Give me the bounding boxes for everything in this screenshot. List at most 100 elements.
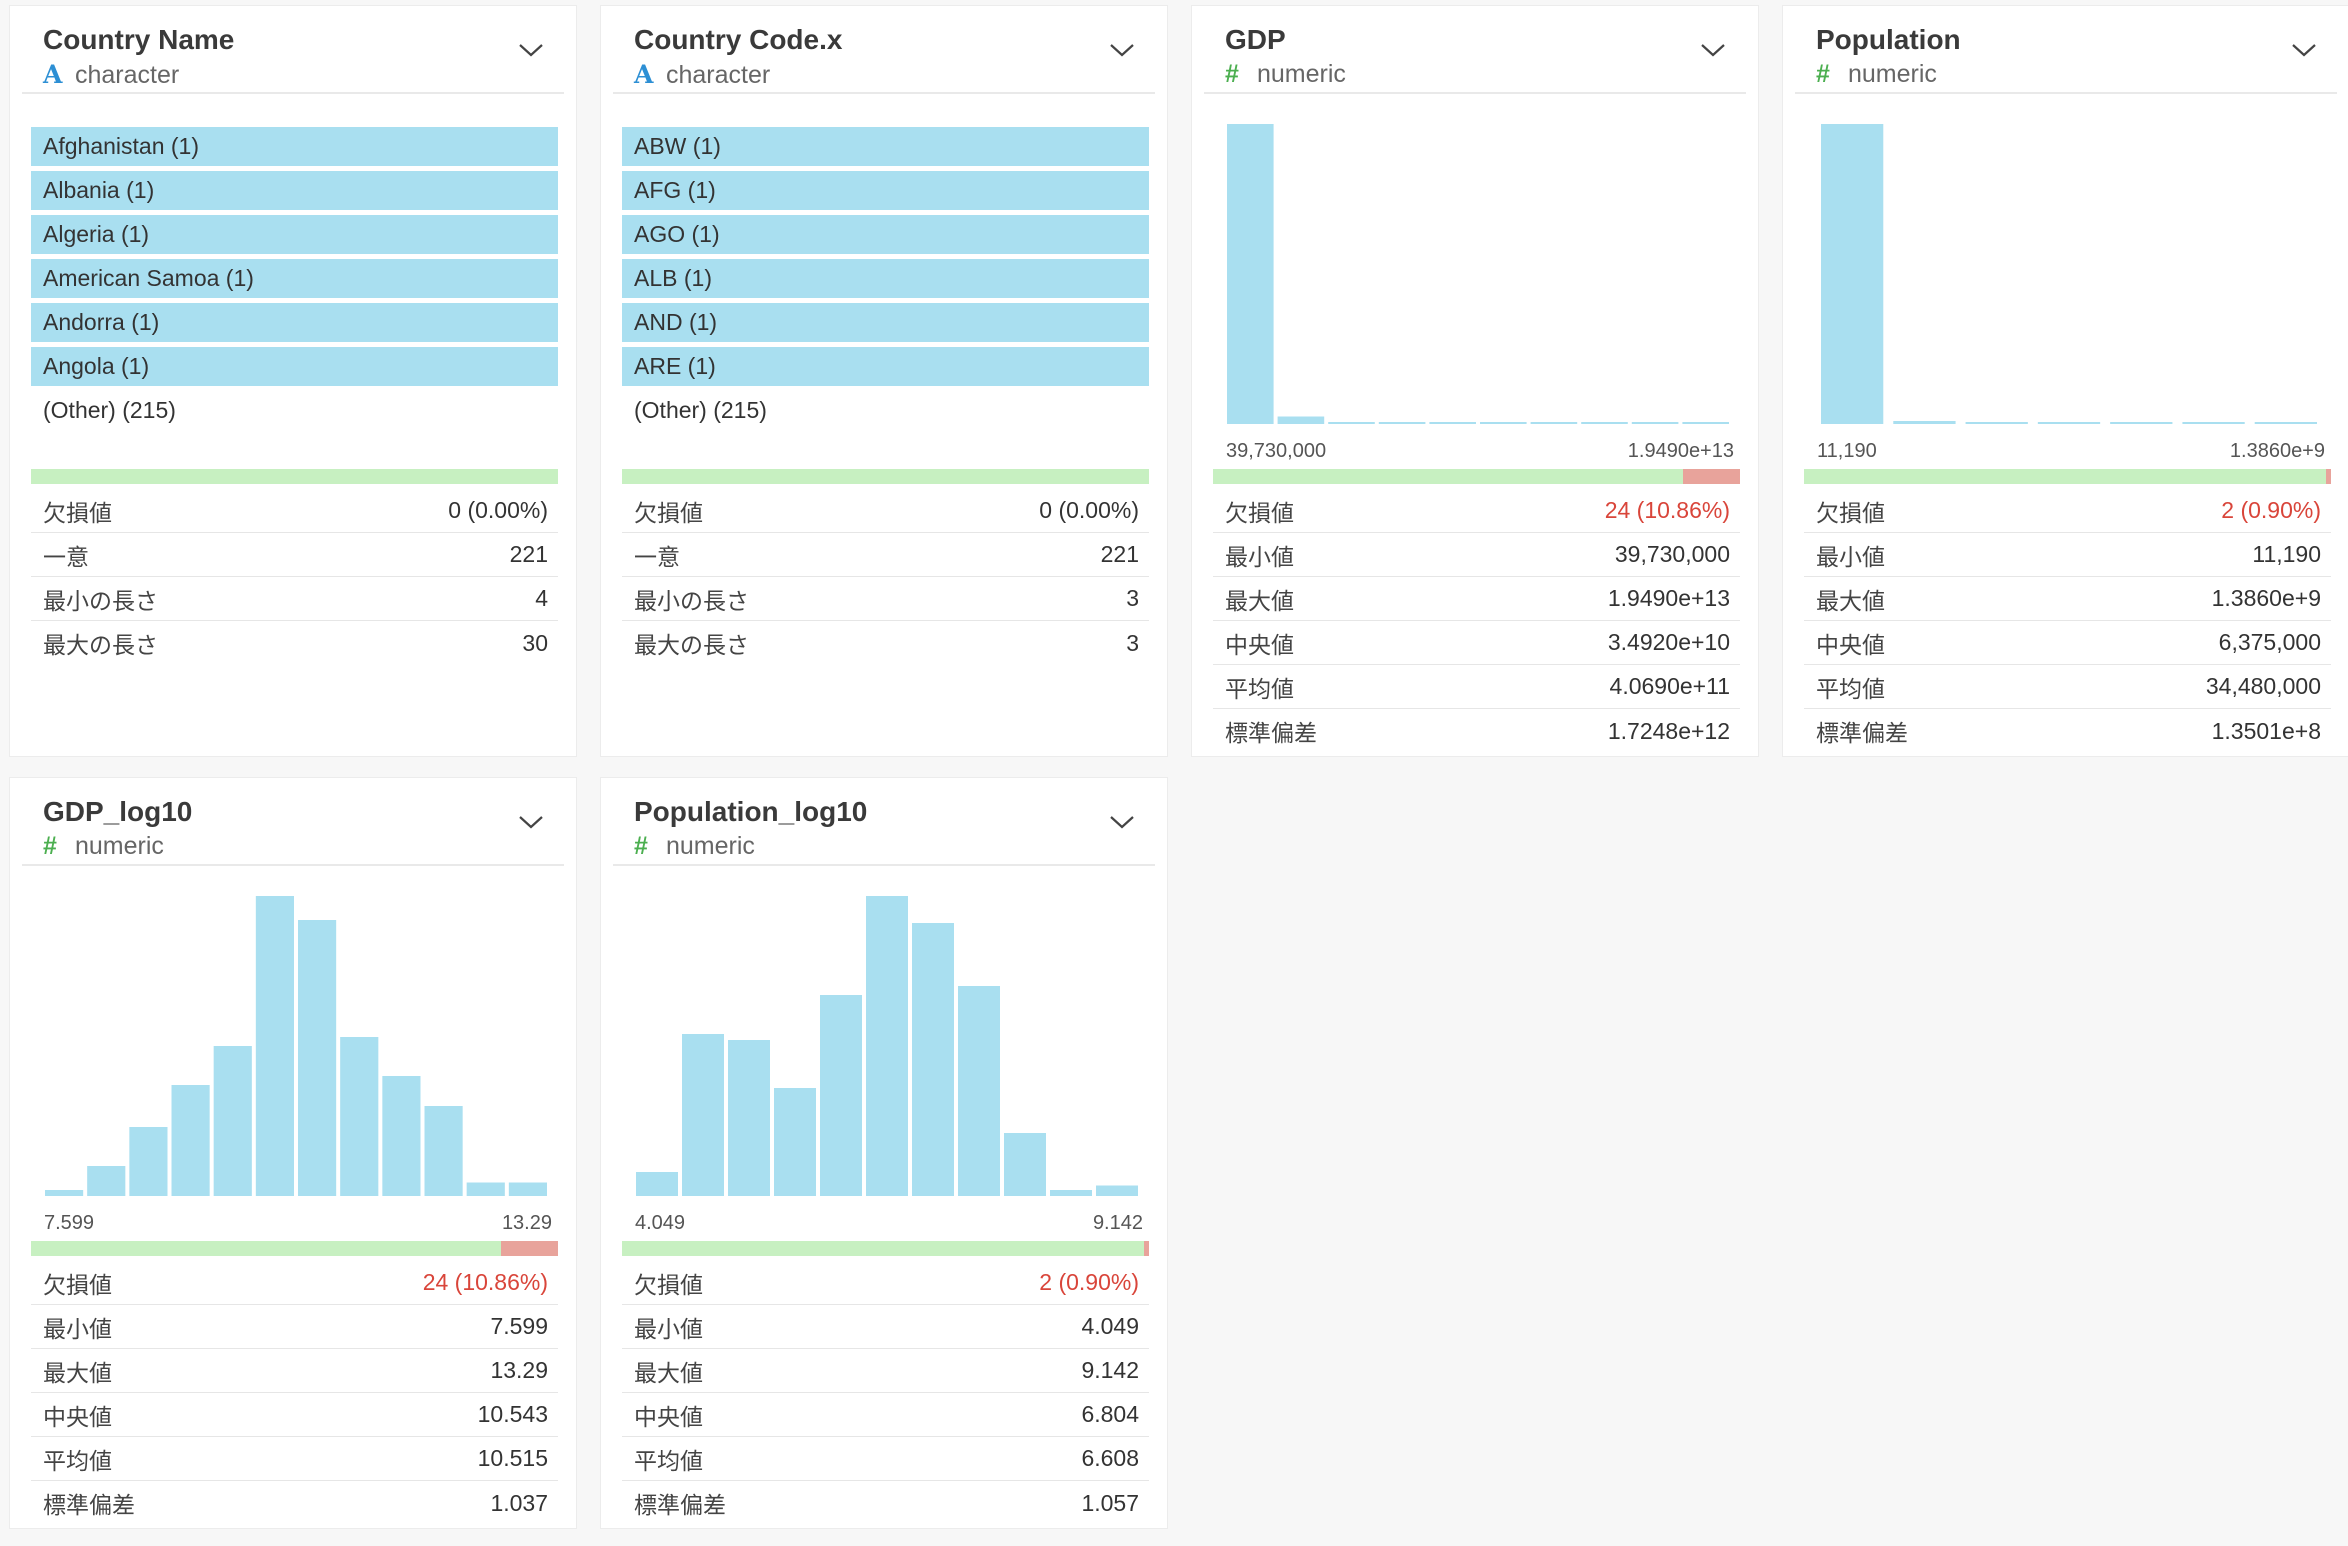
stat-row: 最小値 39,730,000 xyxy=(1213,533,1740,577)
histogram-bar[interactable] xyxy=(1631,422,1679,424)
chevron-down-icon[interactable] xyxy=(518,814,544,830)
stats-table: 欠損値 0 (0.00%) 一意 221 最小の長さ 4 最大の長さ 30 xyxy=(31,489,558,665)
chevron-down-icon[interactable] xyxy=(518,42,544,58)
histogram-bar[interactable] xyxy=(87,1166,126,1196)
histogram-bar[interactable] xyxy=(1378,422,1426,424)
histogram-bar[interactable] xyxy=(171,1085,210,1196)
category-item[interactable]: ARE (1) xyxy=(622,347,1149,386)
missing-bar xyxy=(31,469,558,484)
histogram-bar[interactable] xyxy=(2254,422,2317,424)
histogram-bar[interactable] xyxy=(1096,1185,1138,1197)
histogram-bar[interactable] xyxy=(1821,124,1884,424)
histogram-bar[interactable] xyxy=(1277,416,1325,425)
category-item[interactable]: Algeria (1) xyxy=(31,215,558,254)
histogram-bar[interactable] xyxy=(1227,124,1274,424)
category-item[interactable]: ALB (1) xyxy=(622,259,1149,298)
stat-row: 欠損値 2 (0.90%) xyxy=(622,1261,1149,1305)
stat-label: 標準偏差 xyxy=(1225,720,1317,746)
histogram-bar[interactable] xyxy=(2182,422,2245,424)
histogram-bar[interactable] xyxy=(1682,422,1729,424)
category-other: (Other) (215) xyxy=(43,397,176,423)
histogram-bar[interactable] xyxy=(1480,422,1527,424)
category-item[interactable]: AFG (1) xyxy=(622,171,1149,210)
histogram-bar[interactable] xyxy=(774,1088,816,1196)
histogram-bar[interactable] xyxy=(1004,1133,1046,1196)
category-item[interactable]: AGO (1) xyxy=(622,215,1149,254)
histogram-bar[interactable] xyxy=(1581,422,1628,424)
stat-label: 欠損値 xyxy=(43,1271,112,1298)
chevron-down-icon[interactable] xyxy=(1700,42,1726,58)
category-item[interactable]: Afghanistan (1) xyxy=(31,127,558,166)
stat-value: 30 xyxy=(522,629,548,656)
numeric-type-icon: # xyxy=(1225,60,1239,88)
stat-value: 4.049 xyxy=(1081,1313,1139,1339)
column-type: # numeric xyxy=(1225,60,1346,89)
histogram-bar[interactable] xyxy=(424,1106,463,1196)
histogram-bar[interactable] xyxy=(1893,421,1956,424)
histogram-bar[interactable] xyxy=(508,1182,547,1197)
axis-max-label: 9.142 xyxy=(1092,1212,1143,1234)
column-card: GDP # numeric 39,730,000 1.9490e+13 欠損値 24… xyxy=(1191,5,1759,757)
stat-value: 0 (0.00%) xyxy=(1039,497,1139,523)
histogram-bar[interactable] xyxy=(912,923,954,1196)
histogram-bar[interactable] xyxy=(820,995,862,1196)
category-item[interactable]: Andorra (1) xyxy=(31,303,558,342)
histogram-bar[interactable] xyxy=(2110,422,2173,424)
stat-row: 一意 221 xyxy=(622,533,1149,577)
stat-row: 平均値 4.0690e+11 xyxy=(1213,665,1740,709)
histogram-bar[interactable] xyxy=(466,1182,505,1197)
stat-row: 最大値 9.142 xyxy=(622,1349,1149,1393)
stat-label: 標準偏差 xyxy=(43,1492,135,1518)
stat-label: 一意 xyxy=(43,543,89,570)
category-list: ABW (1) AFG (1) AGO (1) ALB (1) AND (1) … xyxy=(622,127,1149,430)
histogram-bar[interactable] xyxy=(213,1046,252,1196)
category-item[interactable]: AND (1) xyxy=(622,303,1149,342)
stat-value: 3 xyxy=(1126,629,1139,656)
histogram-bar[interactable] xyxy=(2037,422,2101,424)
stat-label: 平均値 xyxy=(43,1447,112,1474)
stat-value: 1.037 xyxy=(490,1489,548,1516)
histogram-bar[interactable] xyxy=(1328,422,1375,424)
stat-value: 221 xyxy=(1100,541,1139,567)
missing-bar xyxy=(1213,469,1740,484)
stat-row: 欠損値 24 (10.86%) xyxy=(1213,489,1740,533)
histogram-bar[interactable] xyxy=(45,1190,84,1196)
histogram-bar[interactable] xyxy=(682,1034,724,1196)
histogram-bar[interactable] xyxy=(958,986,1000,1196)
stat-value: 221 xyxy=(509,541,548,567)
chevron-down-icon[interactable] xyxy=(1109,42,1135,58)
histogram-bar[interactable] xyxy=(255,896,294,1196)
axis-max-label: 13.29 xyxy=(501,1212,552,1234)
column-header: Population_log10 # numeric xyxy=(613,778,1155,866)
stat-row: 最小の長さ 3 xyxy=(622,577,1149,621)
histogram-bar[interactable] xyxy=(1965,422,2028,424)
histogram-bar[interactable] xyxy=(636,1172,678,1196)
category-item[interactable]: American Samoa (1) xyxy=(31,259,558,298)
category-item[interactable]: Angola (1) xyxy=(31,347,558,386)
stat-value: 13.29 xyxy=(490,1357,548,1383)
histogram-bar[interactable] xyxy=(1429,422,1476,424)
histogram-bar[interactable] xyxy=(340,1037,379,1196)
histogram-bar[interactable] xyxy=(1050,1190,1092,1196)
column-name: Country Name xyxy=(43,24,235,55)
histogram-bar[interactable] xyxy=(1530,422,1578,424)
column-type-label: character xyxy=(666,61,771,89)
stat-label: 中央値 xyxy=(1225,631,1294,658)
stat-value: 6,375,000 xyxy=(2218,629,2321,655)
category-item[interactable]: ABW (1) xyxy=(622,127,1149,166)
histogram-bar[interactable] xyxy=(866,896,908,1196)
histogram-bar[interactable] xyxy=(728,1040,770,1196)
stat-value: 4 xyxy=(535,585,548,611)
stats-table: 欠損値 0 (0.00%) 一意 221 最小の長さ 3 最大の長さ 3 xyxy=(622,489,1149,665)
chevron-down-icon[interactable] xyxy=(2291,42,2317,58)
category-item[interactable]: Albania (1) xyxy=(31,171,558,210)
chevron-down-icon[interactable] xyxy=(1109,814,1135,830)
stat-row: 最大値 1.9490e+13 xyxy=(1213,577,1740,621)
histogram-bar[interactable] xyxy=(298,920,337,1196)
stat-label: 一意 xyxy=(634,543,680,570)
stat-value: 1.9490e+13 xyxy=(1607,585,1730,611)
stat-row: 標準偏差 1.7248e+12 xyxy=(1213,709,1740,753)
histogram-bar[interactable] xyxy=(382,1076,421,1196)
histogram-bar[interactable] xyxy=(129,1127,168,1196)
